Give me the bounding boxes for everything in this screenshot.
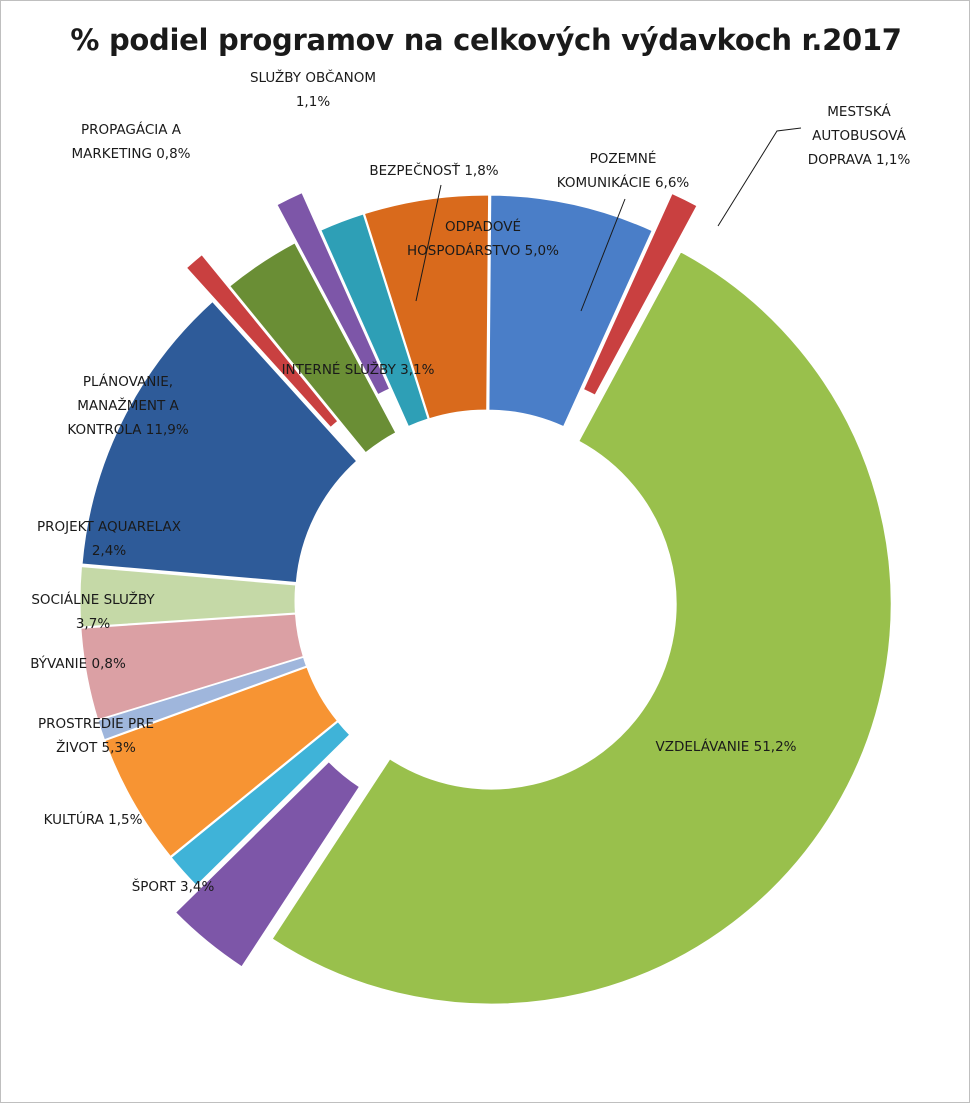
data-label: PROJEKT AQUARELAX 2,4%	[37, 519, 181, 559]
pie-slice	[81, 300, 358, 583]
pie-slice	[97, 656, 308, 741]
leader-line	[580, 198, 626, 312]
data-label: PROSTREDIE PRE ŽIVOT 5,3%	[38, 716, 154, 756]
data-label: ODPADOVÉ HOSPODÁRSTVO 5,0%	[407, 218, 559, 259]
leader-line	[415, 184, 442, 302]
data-label: PROPAGÁCIA A MARKETING 0,8%	[71, 121, 190, 162]
data-label: BEZPEČNOSŤ 1,8%	[369, 161, 498, 179]
pie-slice	[104, 666, 338, 858]
data-label: BÝVANIE 0,8%	[30, 655, 126, 672]
pie-slice	[488, 194, 653, 428]
chart-title: % podiel programov na celkových výdavkoc…	[70, 23, 902, 57]
pie-slice	[582, 192, 698, 396]
data-label: PLÁNOVANIE, MANAŽMENT A KONTROLA 11,9%	[67, 373, 189, 438]
data-label: MESTSKÁ AUTOBUSOVÁ DOPRAVA 1,1%	[808, 103, 911, 168]
data-label: INTERNÉ SLUŽBY 3,1%	[282, 360, 435, 378]
pie-slice	[271, 251, 892, 1005]
data-label: KULTÚRA 1,5%	[44, 810, 143, 828]
data-label: SOCIÁLNE SLUŽBY 3,7%	[31, 590, 155, 632]
pie-slice	[174, 761, 361, 968]
pie-slice	[276, 191, 391, 396]
pie-slice	[320, 213, 429, 428]
pie-slice	[80, 613, 304, 721]
pie-slice	[79, 566, 297, 628]
data-label: VZDELÁVANIE 51,2%	[655, 738, 796, 755]
pie-slice	[229, 242, 397, 454]
data-label: SLUŽBY OBČANOM 1,1%	[250, 68, 376, 110]
leader-line	[717, 127, 802, 227]
data-label: POZEMNÉ KOMUNIKÁCIE 6,6%	[557, 150, 690, 191]
data-label: ŠPORT 3,4%	[132, 877, 215, 895]
pie-slice	[170, 721, 351, 887]
pie-slice	[185, 253, 339, 429]
pie-slice	[363, 194, 490, 420]
